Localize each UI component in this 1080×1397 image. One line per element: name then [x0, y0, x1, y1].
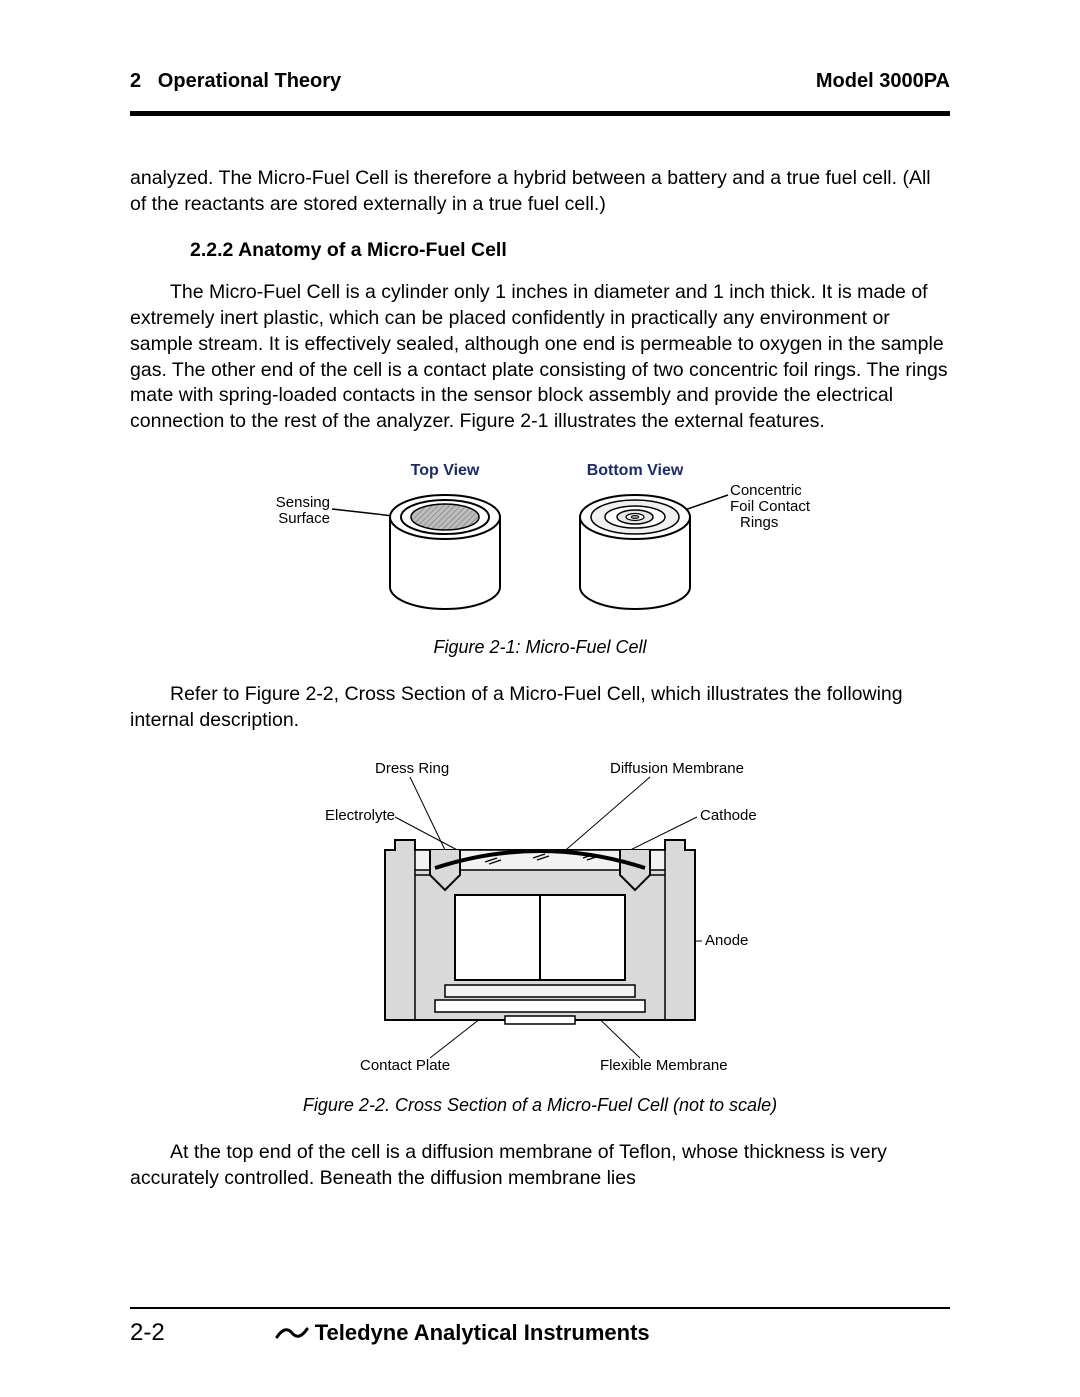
page-number: 2-2 [130, 1319, 165, 1347]
document-page: 2 Operational Theory Model 3000PA analyz… [0, 0, 1080, 1397]
teledyne-logo-icon [275, 1323, 309, 1343]
figure-2-1: Top View Bottom View Sensing Surface Con… [130, 457, 950, 627]
cathode-label: Cathode [700, 807, 757, 824]
section-number: 2 [130, 70, 141, 92]
rings-label-1: Concentric [730, 482, 802, 499]
section-title: Operational Theory [158, 70, 341, 92]
electrolyte-label: Electrolyte [325, 807, 395, 824]
cross-section [385, 840, 695, 1024]
flexible-membrane-label: Flexible Membrane [600, 1057, 728, 1074]
figure-2-2: Dress Ring Diffusion Membrane Electrolyt… [130, 755, 950, 1085]
rings-label-2: Foil Contact [730, 498, 811, 515]
figure-2-1-svg: Top View Bottom View Sensing Surface Con… [260, 457, 820, 627]
figure-2-1-caption: Figure 2-1: Micro-Fuel Cell [130, 637, 950, 658]
bottom-view-label: Bottom View [587, 462, 684, 479]
header-model: Model 3000PA [816, 70, 950, 93]
bottom-paragraph: At the top end of the cell is a diffusio… [130, 1140, 950, 1191]
top-view-label: Top View [411, 462, 480, 479]
intro-paragraph: analyzed. The Micro-Fuel Cell is therefo… [130, 166, 950, 217]
top-view-cylinder [390, 495, 500, 609]
anatomy-paragraph: The Micro-Fuel Cell is a cylinder only 1… [130, 280, 950, 434]
dress-ring-label: Dress Ring [375, 760, 449, 777]
footer-rule [130, 1307, 950, 1309]
header-rule [130, 111, 950, 116]
sensing-label-2: Surface [278, 510, 330, 527]
page-header: 2 Operational Theory Model 3000PA [130, 70, 950, 93]
bottom-view-cylinder [580, 495, 690, 609]
sensing-label-1: Sensing [276, 494, 330, 511]
header-left: 2 Operational Theory [130, 70, 341, 93]
figure-2-2-svg: Dress Ring Diffusion Membrane Electrolyt… [230, 755, 850, 1085]
diffusion-membrane-label: Diffusion Membrane [610, 760, 744, 777]
footer-brand: Teledyne Analytical Instruments [315, 1320, 650, 1346]
contact-plate-label: Contact Plate [360, 1057, 450, 1074]
figure-2-2-caption: Figure 2-2. Cross Section of a Micro-Fue… [130, 1095, 950, 1116]
anode-label: Anode [705, 932, 748, 949]
refer-paragraph: Refer to Figure 2-2, Cross Section of a … [130, 682, 950, 733]
page-footer: 2-2 Teledyne Analytical Instruments [130, 1307, 950, 1347]
rings-label-3: Rings [740, 514, 778, 531]
subsection-heading: 2.2.2 Anatomy of a Micro-Fuel Cell [190, 239, 950, 262]
